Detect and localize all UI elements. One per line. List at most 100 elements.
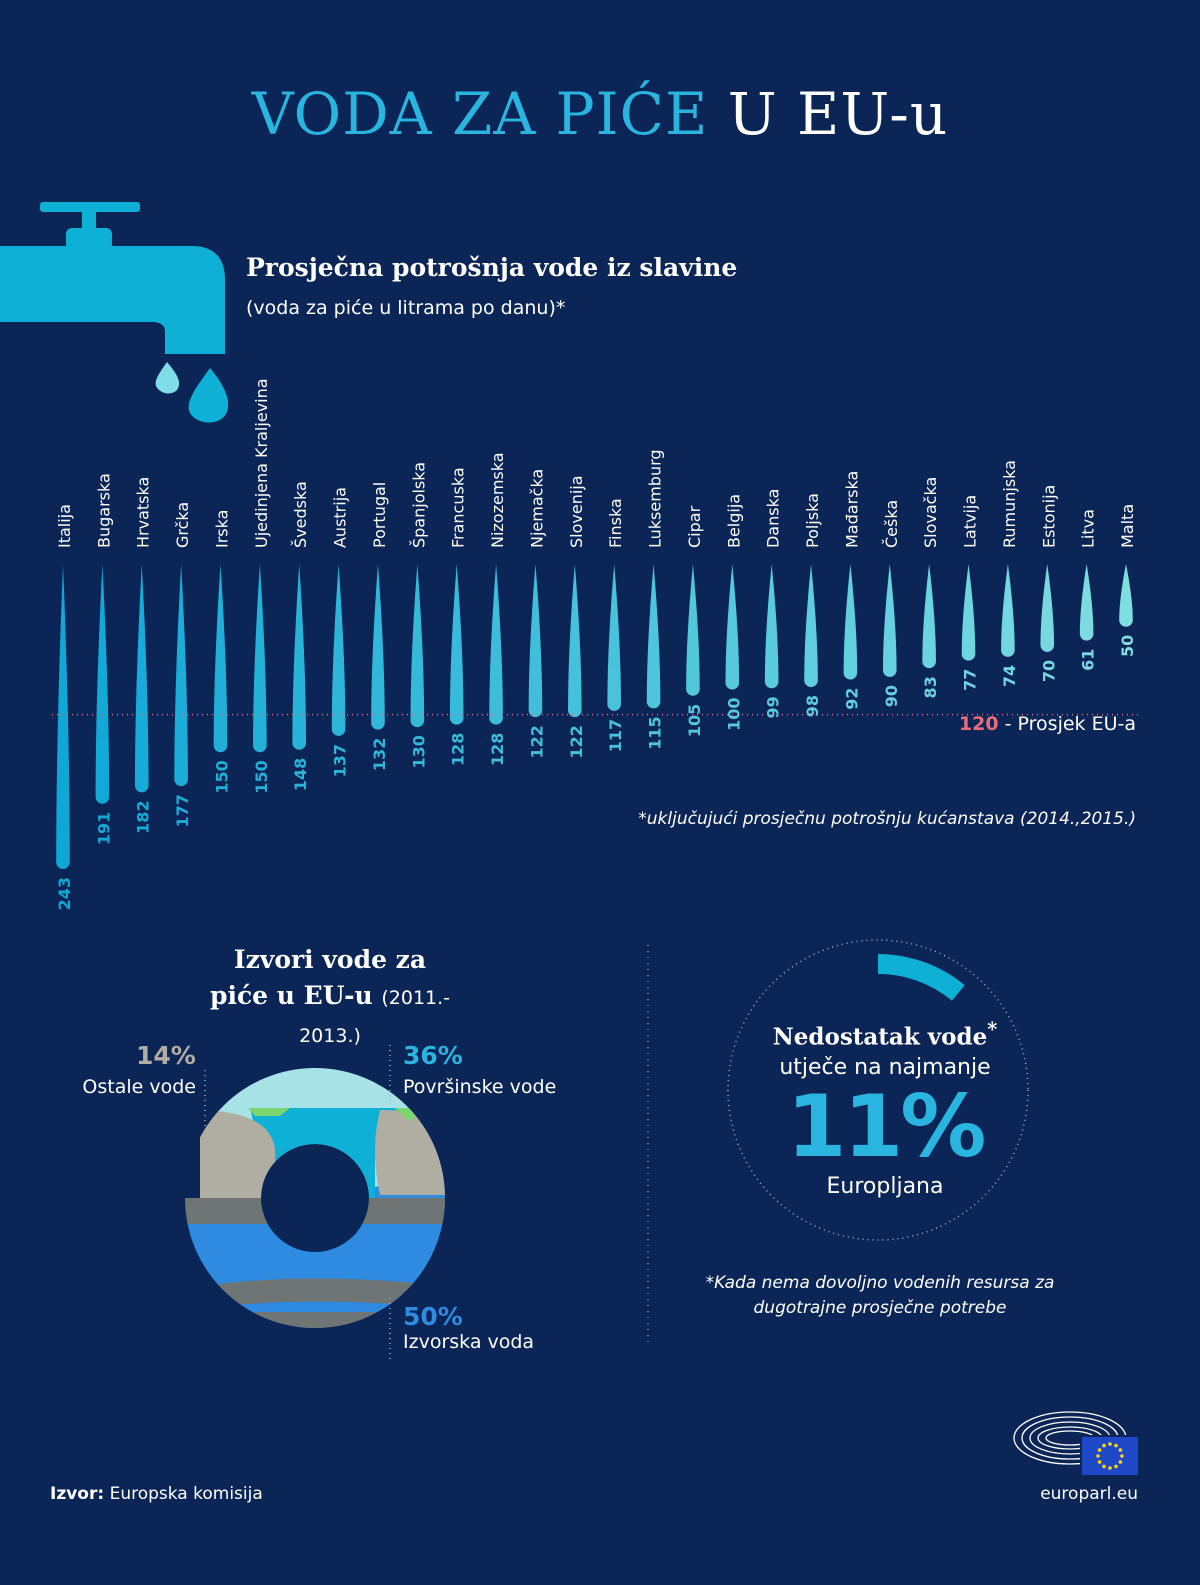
pie-title-years: (2011.- 2013.) [299,987,451,1047]
category-label: Poljska [803,493,822,548]
value-label: 77 [961,669,980,691]
category-label: Austrija [331,487,350,548]
pie-title-line-2: piće u EU-u [209,981,373,1010]
category-label: Francuska [449,467,468,548]
value-label: 70 [1039,660,1058,682]
category-label: Mađarska [842,471,861,548]
category-label: Njemačka [527,469,546,548]
category-label: Estonija [1039,485,1058,548]
scarcity-footnote: *Kada nema dovoljno vodenih resursa za d… [705,1273,1055,1318]
flag-star [1108,1466,1112,1470]
scarcity-percent: 11% [786,1076,987,1177]
scarcity-line-2: utječe na najmanje [779,1054,991,1080]
bar-series: Italija 243 Bugarska 191 Hrvatska 182 Grčka 177… [55,378,1137,910]
category-label: Češka [882,500,901,548]
category-label: Malta [1118,504,1137,548]
surface-land [375,1110,445,1195]
eu-average-value: 120 [958,713,999,735]
scarcity-star: * [987,1018,998,1041]
category-label: Nizozemska [488,452,507,548]
category-label: Rumunjska [1000,460,1019,548]
value-label: 150 [252,760,271,793]
bar-drop [292,564,307,750]
scarcity-arc [877,954,965,1001]
website-link[interactable]: europarl.eu [1040,1484,1138,1504]
bar-drop [528,564,543,718]
bar-drop [56,564,70,869]
bar-drop [489,564,503,725]
bar-drop [213,564,228,753]
category-label: Litva [1079,509,1098,548]
category-label: Bugarska [94,473,113,548]
flag-star [1118,1460,1123,1464]
bar-drop [174,564,188,787]
value-label: 98 [803,695,822,717]
bar-drop [1040,564,1055,652]
value-label: 90 [882,685,901,707]
category-label: Švedska [291,481,310,548]
value-label: 122 [527,725,546,758]
value-label: 177 [173,794,192,827]
chart-subtitle: (voda za piće u litrama po danu)* [246,297,566,319]
bar-drop [134,564,149,793]
category-label: Grčka [173,502,192,548]
bar-drop [253,564,267,753]
flag-star [1120,1454,1124,1458]
category-label: Irska [212,510,231,548]
flag-star [1097,1448,1102,1452]
pie-label-spring-pct: 50% [403,1302,463,1331]
category-label: Španjolska [409,462,428,548]
title-part-1: VODA ZA PIĆE [251,80,709,148]
flag-star [1097,1460,1102,1464]
category-label: Finska [606,498,625,548]
value-label: 132 [370,738,389,771]
bar-drop [1119,564,1133,627]
value-label: 148 [291,758,310,791]
bar-drop [568,564,582,718]
bar-drop [961,564,976,661]
bar-drop [449,564,464,725]
scarcity-line-1-text: Nedostatak vode [772,1023,988,1051]
flag-star [1096,1454,1100,1458]
bar-drop [371,564,385,730]
value-label: 191 [94,812,113,845]
donut-chart [185,1045,445,1360]
category-label: Portugal [370,482,389,548]
category-label: Italija [55,504,74,548]
bar-drop [804,564,818,687]
scarcity-line-3: Europljana [826,1173,944,1199]
bar-drop [843,564,858,680]
surface-land-left [200,1110,276,1198]
value-label: 128 [488,733,507,766]
value-label: 74 [1000,665,1019,687]
eu-average-label: 120 - Prosjek EU-a [959,713,1136,735]
value-label: 83 [921,676,940,698]
value-label: 92 [842,687,861,709]
category-label: Slovačka [921,477,940,548]
european-parliament-logo [1013,1411,1140,1477]
bar-drop [646,564,661,709]
category-label: Latvija [961,495,980,548]
pie-title-line-1: Izvori vode za [233,945,427,974]
bar-drop [410,564,425,728]
flag-star [1118,1448,1123,1452]
bar-drop [922,564,936,669]
value-label: 117 [606,719,625,752]
category-label: Cipar [685,505,704,548]
source-line: Izvor: Europska komisija [50,1484,263,1504]
flag-star [1114,1464,1118,1469]
title-part-2: U EU-u [727,80,949,148]
category-label: Luksemburg [646,449,665,548]
pie-label-other-pct: 14% [136,1041,196,1070]
flag-star [1102,1443,1106,1448]
value-label: 61 [1079,649,1098,671]
bar-drop [764,564,779,689]
pie-label-surface-pct: 36% [403,1041,463,1070]
flag-star [1108,1442,1112,1446]
source-label: Izvor: [50,1484,105,1504]
value-label: 128 [449,733,468,766]
bar-drop [1001,564,1015,657]
page-title: VODA ZA PIĆE U EU-u [0,80,1200,148]
value-label: 130 [409,735,428,768]
